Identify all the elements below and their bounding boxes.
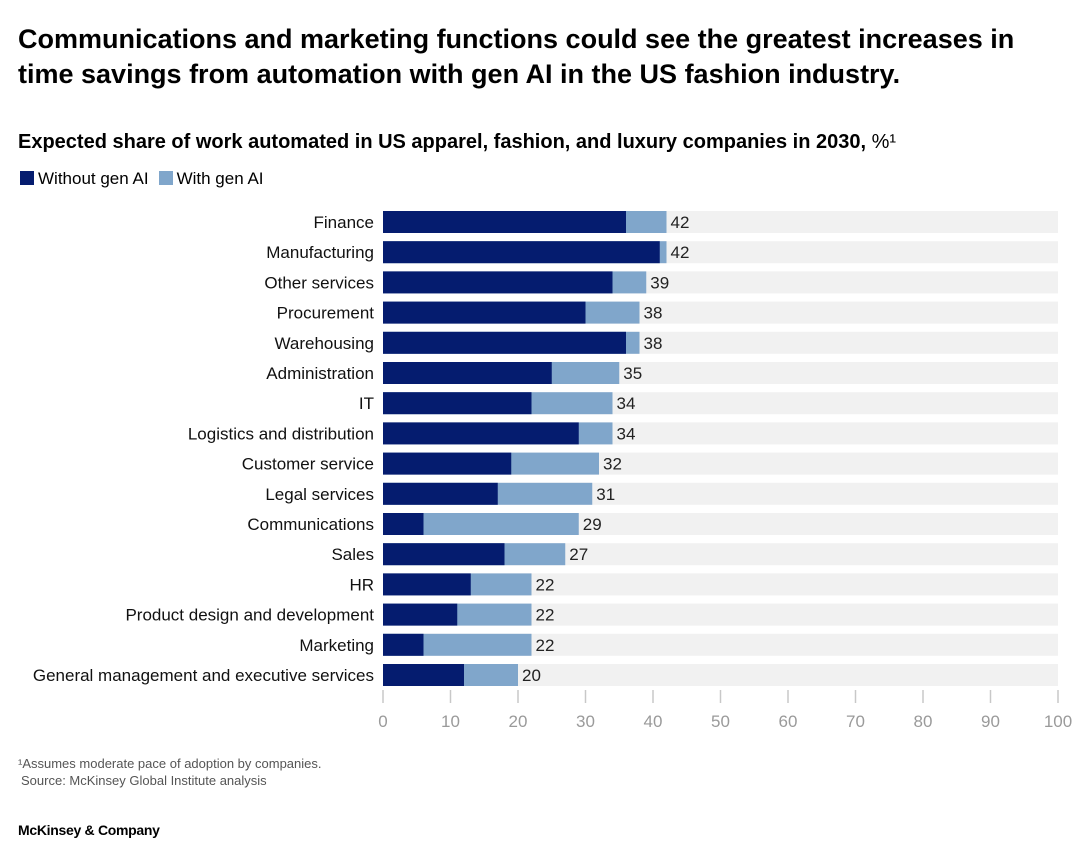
data-label: 31 xyxy=(596,485,615,504)
category-label: Manufacturing xyxy=(266,243,374,262)
bar-without-gen-ai xyxy=(383,513,424,535)
x-tick-label: 40 xyxy=(644,712,663,731)
data-label: 29 xyxy=(583,515,602,534)
x-tick-label: 90 xyxy=(981,712,1000,731)
chart-subtitle: Expected share of work automated in US a… xyxy=(18,131,896,154)
category-label: Product design and development xyxy=(125,606,374,625)
source: Source: McKinsey Global Institute analys… xyxy=(21,773,267,788)
bar-without-gen-ai xyxy=(383,211,626,233)
footnote: ¹Assumes moderate pace of adoption by co… xyxy=(18,756,322,771)
data-label: 42 xyxy=(671,243,690,262)
category-label: Legal services xyxy=(265,485,374,504)
data-label: 42 xyxy=(671,213,690,232)
bar-track xyxy=(383,633,1058,656)
category-label: Sales xyxy=(331,545,374,564)
legend-label: Without gen AI xyxy=(38,169,149,188)
category-label: Logistics and distribution xyxy=(188,424,374,443)
bar-track xyxy=(383,603,1058,626)
data-label: 38 xyxy=(644,304,663,323)
data-label: 22 xyxy=(536,575,555,594)
data-label: 39 xyxy=(650,273,669,292)
data-label: 35 xyxy=(623,364,642,383)
x-tick-label: 60 xyxy=(779,712,798,731)
bar-without-gen-ai xyxy=(383,573,471,596)
x-tick-label: 100 xyxy=(1044,712,1072,731)
data-label: 34 xyxy=(617,394,636,413)
category-label: Administration xyxy=(266,364,374,383)
data-label: 22 xyxy=(536,636,555,655)
data-label: 27 xyxy=(569,545,588,564)
category-label: Finance xyxy=(314,213,374,232)
category-label: IT xyxy=(359,394,374,413)
bar-with-gen-ai xyxy=(383,513,579,535)
category-label: Warehousing xyxy=(274,334,374,353)
bar-without-gen-ai xyxy=(383,362,552,384)
bar-track xyxy=(383,573,1058,596)
category-label: HR xyxy=(349,575,374,594)
x-tick-label: 70 xyxy=(846,712,865,731)
x-tick-label: 30 xyxy=(576,712,595,731)
category-label: General management and executive service… xyxy=(33,666,374,685)
x-tick-label: 20 xyxy=(509,712,528,731)
category-label: Communications xyxy=(247,515,374,534)
bar-without-gen-ai xyxy=(383,664,464,686)
bar-track xyxy=(383,664,1058,686)
category-label: Marketing xyxy=(299,636,374,655)
category-label: Other services xyxy=(264,273,374,292)
legend-swatch-without xyxy=(20,171,34,185)
legend-label: With gen AI xyxy=(176,169,264,188)
subtitle-text: Expected share of work automated in US a… xyxy=(18,131,867,153)
data-label: 32 xyxy=(603,455,622,474)
category-label: Customer service xyxy=(242,455,374,474)
bar-without-gen-ai xyxy=(383,633,424,656)
subtitle-unit: %¹ xyxy=(871,131,897,153)
legend: Without gen AI With gen AI xyxy=(20,169,264,189)
legend-item-without: Without gen AI xyxy=(20,169,149,189)
x-tick-label: 10 xyxy=(441,712,460,731)
category-label: Procurement xyxy=(277,304,375,323)
bar-without-gen-ai xyxy=(383,392,532,415)
bar-without-gen-ai xyxy=(383,301,586,324)
bar-without-gen-ai xyxy=(383,603,458,626)
bar-without-gen-ai xyxy=(383,241,660,264)
bar-without-gen-ai xyxy=(383,331,626,354)
chart-title: Communications and marketing functions c… xyxy=(18,24,1015,89)
bar-without-gen-ai xyxy=(383,271,613,294)
data-label: 22 xyxy=(536,606,555,625)
x-tick-label: 0 xyxy=(378,712,387,731)
legend-swatch-with xyxy=(158,171,173,185)
bar-without-gen-ai xyxy=(383,422,579,445)
brand-logo: McKinsey & Company xyxy=(18,822,160,838)
data-label: 20 xyxy=(522,666,541,685)
bar-without-gen-ai xyxy=(383,482,498,505)
x-tick-label: 50 xyxy=(711,712,730,731)
bar-without-gen-ai xyxy=(383,452,512,475)
data-label: 34 xyxy=(617,424,636,443)
bar-without-gen-ai xyxy=(383,543,505,566)
legend-item-with: With gen AI xyxy=(158,169,264,189)
data-label: 38 xyxy=(644,334,663,353)
x-tick-label: 80 xyxy=(914,712,933,731)
